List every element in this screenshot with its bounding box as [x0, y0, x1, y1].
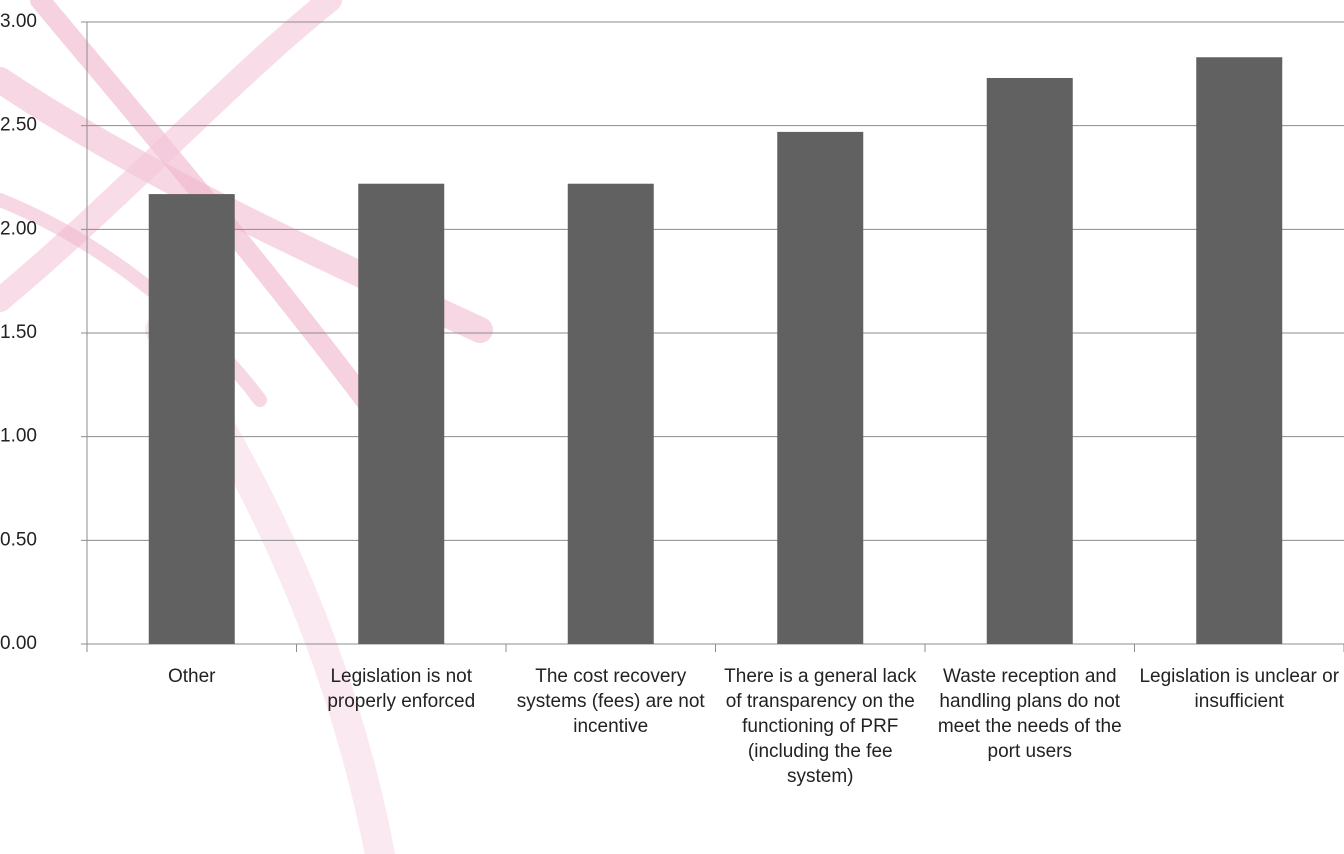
- x-tick-label: The cost recovery systems (fees) are not…: [516, 666, 705, 737]
- x-tick-label: There is a general lack of transparency …: [724, 666, 917, 787]
- y-tick-label: 2.50: [0, 115, 37, 136]
- y-tick-label: 3.00: [0, 11, 37, 32]
- y-tick-label: 1.50: [0, 322, 37, 343]
- y-tick-label: 0.50: [0, 529, 37, 550]
- x-tick-label: Legislation is unclear or insufficient: [1139, 666, 1340, 712]
- y-tick-label: 0.00: [0, 633, 37, 654]
- bar: [986, 77, 1073, 645]
- bar: [148, 194, 235, 644]
- bar: [567, 183, 654, 644]
- bar: [358, 183, 445, 644]
- y-tick-label: 1.00: [0, 426, 37, 447]
- x-tick-label: Legislation is not properly enforced: [327, 666, 476, 712]
- bar: [1196, 57, 1283, 645]
- x-tick-label: Other: [167, 666, 216, 687]
- y-tick-label: 2.00: [0, 218, 37, 239]
- bar: [777, 131, 864, 645]
- x-tick-label: Waste reception and handling plans do no…: [937, 666, 1122, 762]
